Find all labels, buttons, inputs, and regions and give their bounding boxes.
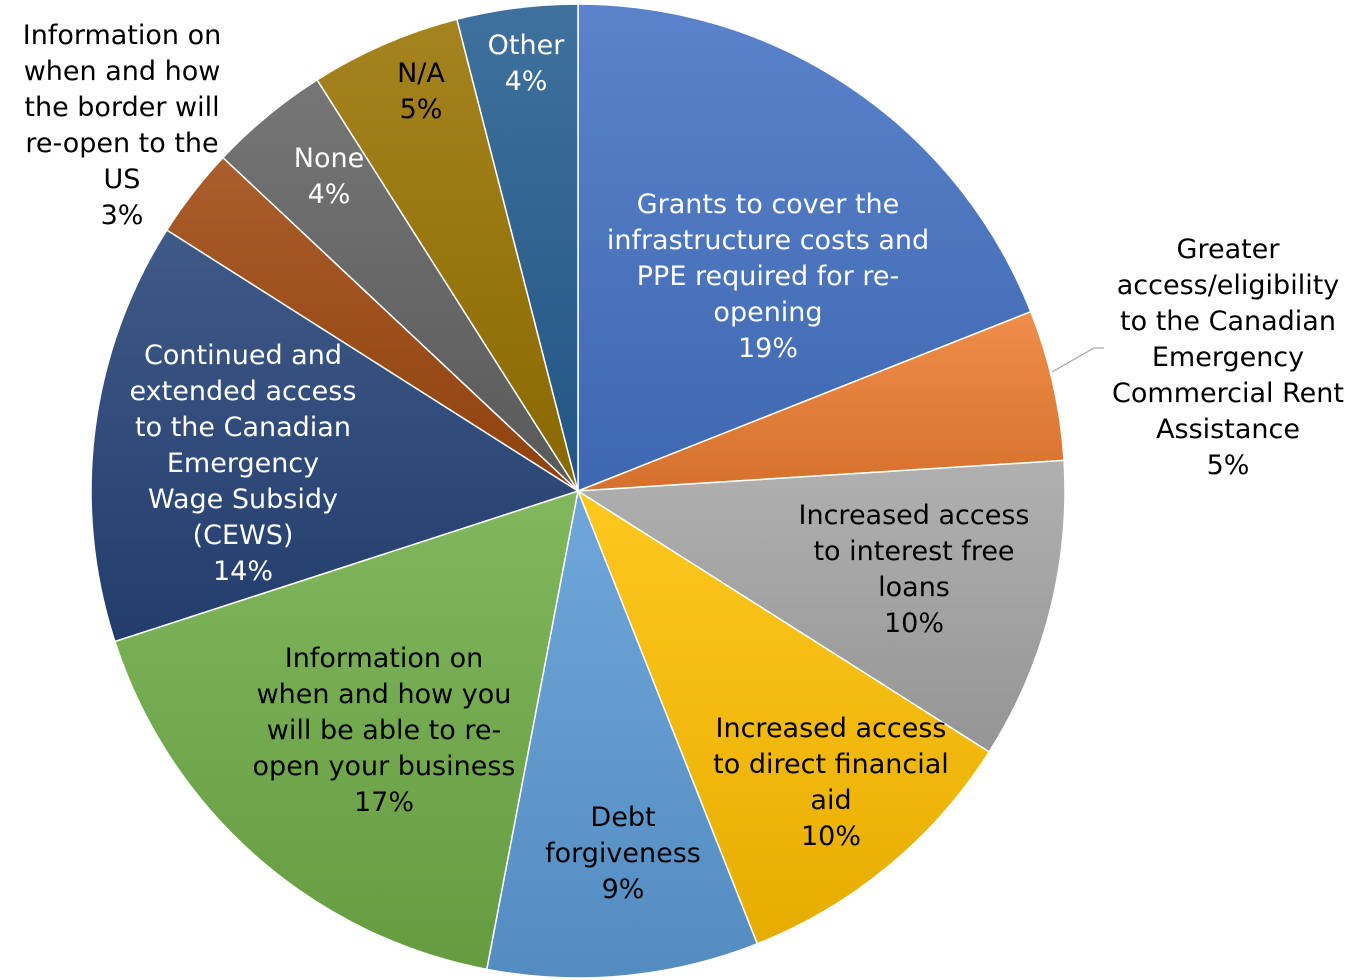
leader-lines — [1051, 347, 1104, 373]
slice-label-line: opening — [713, 297, 822, 328]
slice-label-line: PPE required for re- — [637, 261, 900, 292]
slice-label-line: aid — [810, 785, 851, 816]
slice-label-line: Emergency — [1152, 342, 1304, 373]
slice-percent: 10% — [801, 821, 861, 852]
slice-label-line: N/A — [397, 58, 445, 89]
slice-percent: 9% — [602, 874, 645, 905]
slice-label: Greater access/eligibility to the Canadian… — [1112, 234, 1344, 481]
slice-percent: 14% — [213, 556, 273, 587]
slice-label-line: None — [294, 143, 364, 174]
slice-label-line: to direct financial — [713, 749, 949, 780]
slice-label-line: Greater — [1177, 234, 1281, 265]
slice-label-line: Wage Subsidy — [148, 484, 338, 515]
slice-label-line: Increased access — [799, 500, 1030, 531]
slice-label-line: open your business — [253, 751, 516, 782]
slice-label-line: Grants to cover the — [637, 189, 900, 220]
slice-label: Information on when and how you will be ab… — [253, 643, 516, 818]
pie-slice — [577, 310, 1065, 492]
slice-label: None 4% — [294, 143, 364, 210]
slice-label: Continued and extended access to the Canad… — [130, 340, 357, 587]
slice-labels: Grants to cover the infrastructure costs … — [23, 20, 1344, 905]
slice-label-line: Commercial Rent — [1112, 378, 1344, 409]
slice-label-line: Increased access — [716, 713, 947, 744]
pie-slice — [576, 489, 991, 945]
pie-slice — [575, 459, 1066, 753]
slice-label-line: extended access — [130, 376, 357, 407]
pie-slice — [113, 489, 579, 971]
slice-label-line: infrastructure costs and — [607, 225, 929, 256]
leader-line — [1051, 347, 1104, 373]
pie-slice — [316, 18, 579, 492]
slice-label: Information on when and how the border wil… — [23, 20, 222, 231]
slice-label-line: Debt — [590, 802, 655, 833]
slice-label-line: forgiveness — [545, 838, 701, 869]
pie-slice — [90, 229, 580, 643]
slice-label: N/A 5% — [397, 58, 445, 125]
slice-label-line: Assistance — [1156, 414, 1300, 445]
slice-label-line: to the Canadian — [1120, 306, 1336, 337]
slice-percent: 19% — [738, 333, 798, 364]
slice-label-line: will be able to re- — [267, 715, 501, 746]
slice-label-line: Continued and — [144, 340, 342, 371]
slice-label-line: access/eligibility — [1117, 270, 1340, 301]
slice-label: Increased access to interest free loans 10% — [799, 500, 1030, 639]
slice-percent: 4% — [308, 179, 351, 210]
slice-label-line: when and how — [24, 56, 221, 87]
slice-label-line: US — [104, 164, 141, 195]
slice-label-line: Information on — [23, 20, 222, 51]
slice-percent: 5% — [1207, 450, 1250, 481]
slice-label-line: to interest free — [813, 536, 1014, 567]
slice-label-line: Other — [488, 30, 566, 61]
slice-label: Debt forgiveness 9% — [545, 802, 701, 905]
pie-slice — [577, 3, 1032, 493]
slice-label-line: to the Canadian — [135, 412, 351, 443]
slice-label-line: loans — [878, 572, 950, 603]
pie-slice — [455, 3, 579, 492]
slice-percent: 17% — [354, 787, 414, 818]
slice-label-line: the border will — [24, 92, 219, 123]
slice-label-line: (CEWS) — [193, 520, 294, 551]
pie-slices — [90, 3, 1066, 979]
slice-label-line: when and how you — [257, 679, 512, 710]
slice-label: Grants to cover the infrastructure costs … — [607, 189, 929, 364]
slice-label: Other 4% — [488, 30, 566, 97]
slice-label-line: re-open to the — [25, 128, 218, 159]
pie-slice — [485, 488, 759, 979]
slice-percent: 3% — [101, 200, 144, 231]
slice-percent: 10% — [884, 608, 944, 639]
slice-label-line: Emergency — [167, 448, 319, 479]
slice-label: Increased access to direct financial aid 10… — [713, 713, 949, 852]
slice-label-line: Information on — [285, 643, 484, 674]
slice-percent: 5% — [400, 94, 443, 125]
slice-percent: 4% — [505, 66, 548, 97]
